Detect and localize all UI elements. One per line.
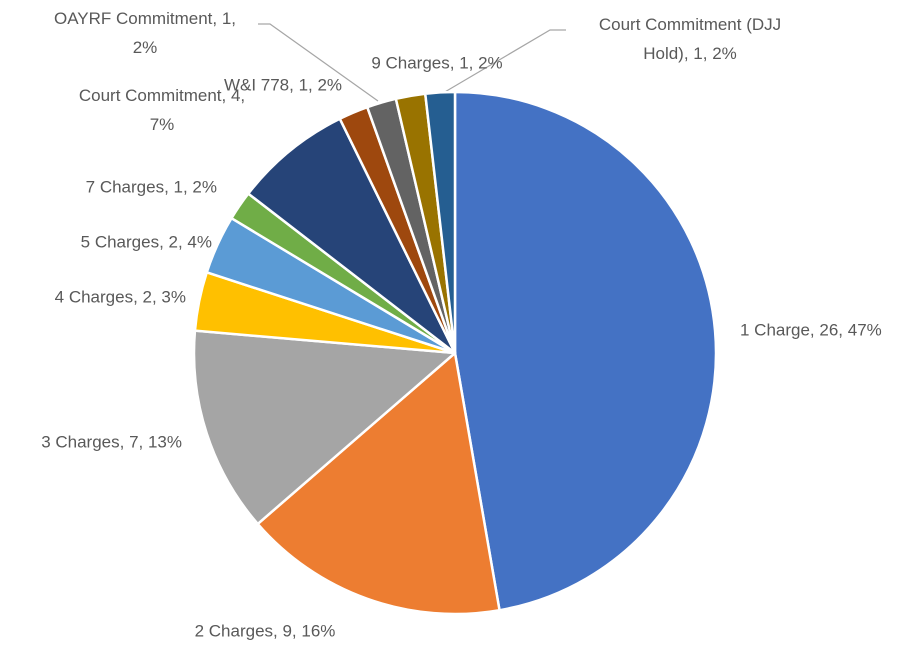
- data-label: 9 Charges, 1, 2%: [371, 53, 502, 72]
- data-label: 3 Charges, 7, 13%: [41, 432, 182, 451]
- pie-slice: [192, 329, 457, 526]
- data-label: Court Commitment, 4, 7%: [79, 86, 245, 134]
- data-label: 5 Charges, 2, 4%: [81, 232, 212, 251]
- pie-slice: [423, 90, 457, 355]
- leader-line: [437, 29, 566, 97]
- data-label: 1 Charge, 26, 47%: [740, 320, 882, 339]
- pie-slice: [247, 117, 457, 355]
- data-label: 7 Charges, 1, 2%: [86, 177, 217, 196]
- data-label: Court Commitment (DJJ Hold), 1, 2%: [599, 15, 781, 63]
- pie-slice: [453, 90, 718, 612]
- data-label: OAYRF Commitment, 1, 2%: [54, 9, 236, 57]
- leader-line: [258, 23, 379, 102]
- data-label: 4 Charges, 2, 3%: [55, 287, 186, 306]
- pie-slice: [256, 351, 501, 616]
- data-label: 2 Charges, 9, 16%: [195, 621, 336, 640]
- data-label: W&I 778, 1, 2%: [224, 75, 342, 94]
